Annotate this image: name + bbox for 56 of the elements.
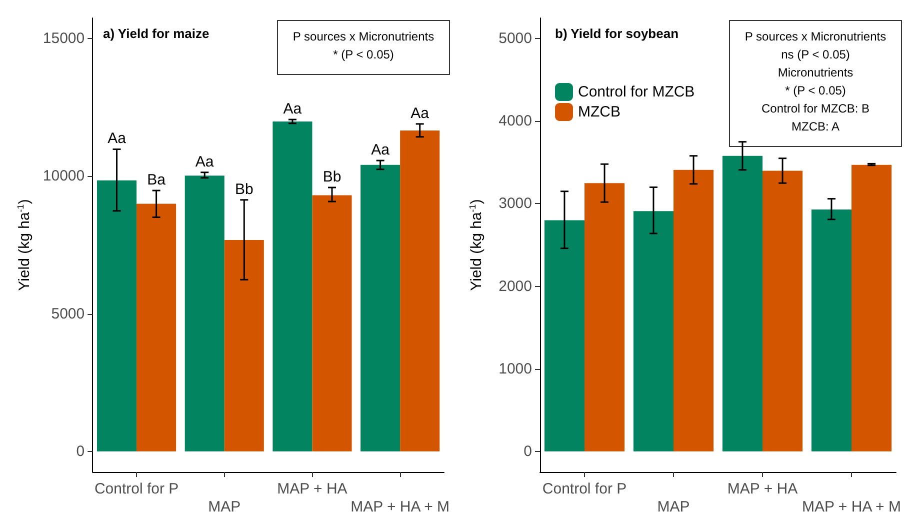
- data-label: Aa: [371, 142, 390, 159]
- x-tick-label: Control for P: [94, 480, 179, 498]
- y-tick-label: 10000: [42, 168, 85, 185]
- annotation: Control for MZCB: B: [761, 102, 870, 116]
- bar: [674, 170, 714, 452]
- text: a) Yield for maize: [103, 26, 210, 41]
- bar: [97, 180, 137, 452]
- bar: [136, 204, 176, 452]
- annotation: ns (P < 0.05): [781, 48, 850, 62]
- y-tick-label: 2000: [498, 278, 532, 295]
- y-tick-label: 5000: [51, 305, 85, 322]
- data-label: Bb: [234, 180, 254, 198]
- bar: [400, 130, 440, 452]
- y-axis-title: Yield (kg ha-1): [16, 199, 33, 291]
- annotation: Micronutrients: [778, 66, 854, 80]
- y-tick-label: 4000: [498, 112, 532, 130]
- legend-label: MZCB: [578, 104, 620, 120]
- y-axis-title: Yield (kg ha-1): [468, 199, 485, 291]
- x-tick-label: MAP + HA + M: [350, 498, 450, 516]
- x-tick-label: MAP + HA: [277, 480, 348, 498]
- x-tick-label: MAP: [657, 498, 690, 516]
- bar: [544, 220, 584, 452]
- bar: [811, 210, 852, 452]
- annotation: * (P < 0.05): [785, 84, 846, 98]
- y-tick-label: 1000: [498, 360, 532, 378]
- data-label: Aa: [195, 153, 214, 170]
- x-tick-label: MAP + HA + M: [802, 498, 901, 516]
- annotation: P sources x Micronutrients: [744, 30, 886, 44]
- annotation: * (P < 0.05): [333, 48, 394, 62]
- annotation: MZCB: A: [791, 120, 840, 134]
- bar: [584, 183, 625, 452]
- x-tick-label: MAP + HA: [727, 480, 798, 498]
- legend-label: Control for MZCB: [578, 84, 695, 100]
- bar: [722, 156, 762, 452]
- annotation: P sources x Micronutrients: [292, 30, 434, 44]
- data-label: Bb: [322, 168, 342, 186]
- bar: [184, 176, 224, 452]
- bar: [762, 170, 803, 452]
- bar: [633, 211, 674, 452]
- bar: [360, 164, 400, 452]
- bar: [272, 121, 312, 452]
- y-tick-label: 0: [76, 442, 85, 460]
- data-label: Aa: [283, 100, 302, 118]
- bar: [224, 240, 264, 452]
- y-tick-label: 0: [524, 442, 532, 460]
- x-tick-label: MAP: [208, 498, 241, 516]
- y-tick-label: 5000: [498, 30, 532, 48]
- bar: [312, 195, 352, 452]
- text: b) Yield for soybean: [555, 26, 679, 41]
- data-label: Ba: [147, 172, 166, 189]
- y-tick-label: 3000: [498, 195, 532, 212]
- data-label: Aa: [410, 104, 430, 122]
- bar: [852, 164, 892, 452]
- x-tick-label: Control for P: [542, 480, 627, 498]
- data-label: Aa: [108, 130, 127, 148]
- y-tick-label: 15000: [42, 30, 85, 48]
